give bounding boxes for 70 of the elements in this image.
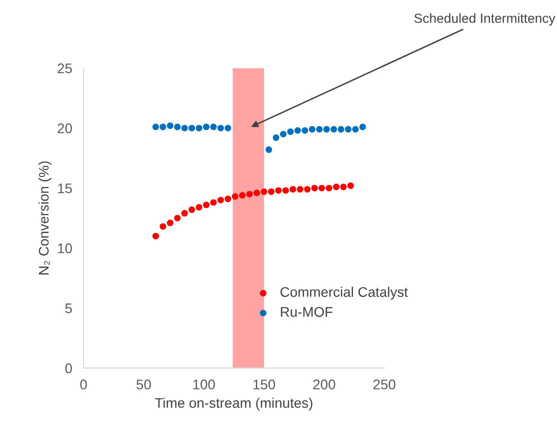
y-axis-title: N₂ Conversion (%)	[38, 161, 52, 274]
point	[302, 127, 308, 134]
point	[359, 124, 366, 130]
x-tick-label: 250	[373, 380, 396, 390]
y-tick-label: 0	[65, 363, 72, 374]
point	[160, 223, 166, 230]
x-tick-label: 150	[253, 380, 276, 390]
point	[275, 187, 282, 194]
y-tick-label: 5	[65, 304, 72, 314]
point	[239, 192, 246, 199]
point	[217, 196, 224, 204]
x-axis-title: Time on-stream (minutes)	[155, 398, 312, 411]
legend-label: Commercial Catalyst	[280, 286, 408, 300]
point	[352, 126, 359, 133]
point	[330, 126, 338, 133]
y-tick-label: 25	[58, 63, 72, 74]
point	[294, 127, 301, 134]
point	[224, 124, 232, 132]
point	[188, 206, 196, 213]
point	[338, 126, 344, 133]
point	[260, 188, 268, 195]
point	[268, 188, 274, 195]
point	[166, 122, 174, 129]
x-tick-label: 0	[80, 380, 87, 390]
legend-label: Ru-MOF	[280, 306, 332, 317]
point	[174, 214, 181, 222]
point	[217, 124, 224, 132]
point	[282, 187, 289, 194]
point	[266, 146, 272, 153]
point	[188, 124, 196, 132]
point	[318, 184, 326, 192]
point	[196, 204, 202, 211]
point	[280, 130, 287, 138]
point	[304, 186, 311, 193]
point	[166, 220, 174, 226]
y-tick-label: 15	[58, 184, 72, 194]
point	[316, 126, 323, 133]
point	[290, 186, 296, 193]
point	[174, 124, 181, 130]
point	[181, 210, 188, 217]
point	[272, 134, 280, 141]
x-tick-label: 100	[193, 380, 215, 390]
point	[196, 124, 202, 132]
point	[181, 124, 188, 132]
x-tick-label: 50	[136, 380, 151, 390]
y-tick-label: 20	[58, 123, 72, 134]
point	[224, 196, 232, 202]
point	[287, 128, 294, 135]
point	[210, 124, 217, 130]
point	[340, 184, 347, 190]
point	[296, 186, 304, 193]
point	[308, 126, 316, 133]
point	[254, 190, 260, 196]
point	[203, 124, 210, 130]
point	[232, 193, 238, 200]
y-tick-label: 10	[58, 243, 72, 254]
point	[246, 190, 253, 198]
point	[347, 182, 354, 189]
point	[326, 184, 332, 192]
point	[210, 199, 217, 206]
point	[344, 126, 352, 133]
point	[332, 184, 340, 190]
point	[152, 124, 159, 130]
point	[323, 126, 330, 133]
point	[311, 184, 318, 192]
point	[152, 232, 159, 240]
point	[160, 124, 166, 130]
text: Scheduled Intermittency	[414, 13, 556, 26]
point	[203, 202, 210, 208]
x-tick-label: 200	[313, 380, 336, 390]
